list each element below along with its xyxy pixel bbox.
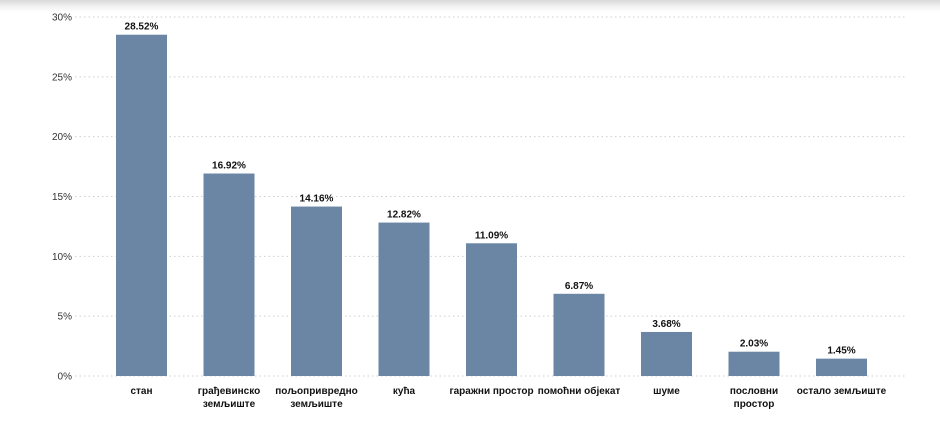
x-tick-label: грађевинско земљиште [198,385,260,410]
x-tick-label: стан [130,386,152,397]
bar [728,351,780,376]
y-tick-label: 20% [52,132,72,143]
x-tick-label-line: пословни [730,386,778,397]
bar [203,173,255,376]
bar [378,222,430,376]
data-label: 16.92% [212,161,246,172]
bar [291,206,342,376]
x-tick-label-line: помоћни објекат [538,385,621,397]
x-tick-label: кућа [393,385,416,397]
data-label: 14.16% [300,194,334,205]
x-tick-label-line: простор [734,399,775,410]
bar [116,34,167,377]
x-tick-label-line: остало земљиште [797,386,887,397]
data-label: 12.82% [387,210,421,221]
data-label: 11.09% [475,230,508,241]
y-tick-label: 30% [52,13,72,24]
y-tick-label: 25% [52,72,72,83]
x-tick-label-line: гаражни простор [449,386,533,397]
y-tick-label: 10% [52,252,72,263]
x-tick-label-line: земљиште [290,399,343,410]
data-label: 2.03% [740,339,768,350]
data-label: 1.45% [827,346,855,357]
x-tick-label: пољопривредно земљиште [275,386,358,410]
data-label: 6.87% [565,281,593,292]
x-tick-label-line: земљиште [203,399,256,410]
x-tick-label-line: шуме [653,386,680,397]
x-tick-label: шуме [653,386,680,397]
x-tick-label-line: грађевинско [198,385,260,397]
data-label: 3.68% [652,319,680,330]
x-tick-label: остало земљиште [797,386,887,397]
x-tick-label: помоћни објекат [538,385,621,397]
bar [641,331,692,376]
bar [466,243,517,376]
y-tick-label: 15% [52,192,72,203]
x-tick-label: пословни простор [730,386,778,410]
bar [816,358,867,376]
y-tick-label: 5% [58,312,73,323]
y-tick-label: 0% [58,372,73,383]
x-tick-label-line: кућа [393,385,416,397]
x-tick-label-line: пољопривредно [275,386,358,397]
bar [553,293,605,376]
x-tick-label: гаражни простор [449,386,533,397]
x-tick-label-line: стан [130,386,152,397]
top-shadow [0,0,940,12]
data-label: 28.52% [125,22,159,33]
